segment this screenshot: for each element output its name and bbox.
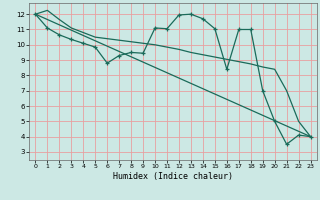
X-axis label: Humidex (Indice chaleur): Humidex (Indice chaleur) [113, 172, 233, 181]
